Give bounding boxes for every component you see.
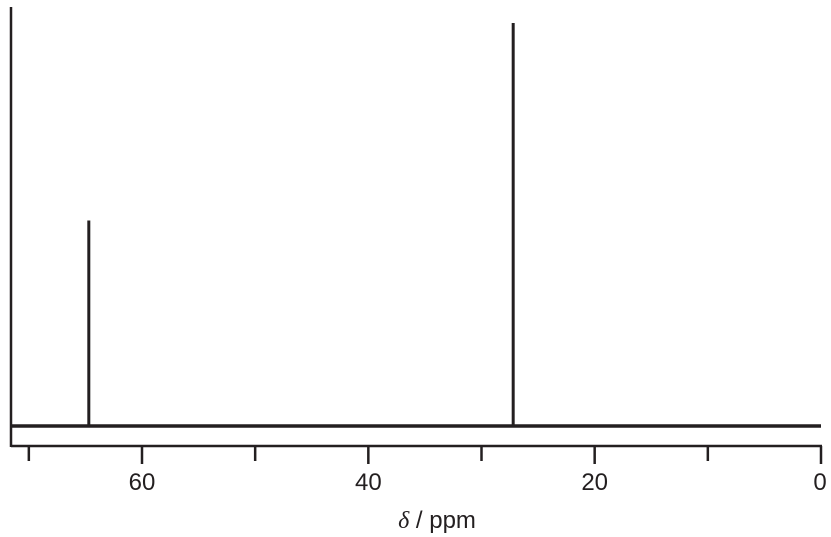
x-tick-label-40: 40 — [355, 469, 382, 496]
x-tick-label-0: 0 — [813, 469, 826, 496]
x-tick-label-60: 60 — [129, 469, 156, 496]
peaks — [87, 23, 515, 426]
x-tick-label-20: 20 — [581, 469, 608, 496]
x-axis-ticks — [27, 446, 823, 464]
x-axis-label: δ / ppm — [398, 507, 476, 534]
x-axis-tick-labels: 60 40 20 0 — [129, 469, 827, 496]
axes — [9, 7, 822, 448]
